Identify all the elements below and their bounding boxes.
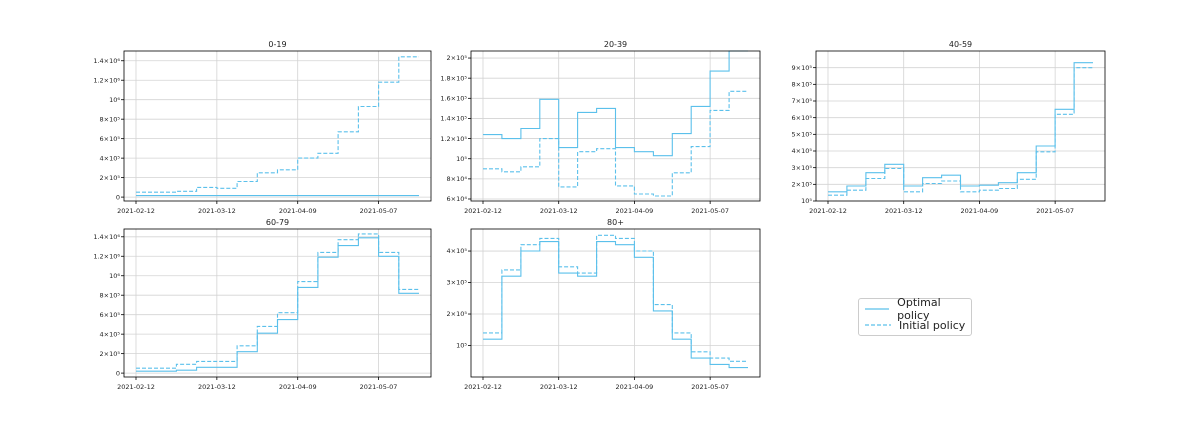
y-tick-label: 8×10⁵	[792, 81, 813, 89]
y-tick-label: 2×10⁵	[447, 54, 468, 62]
plot-frame	[470, 228, 761, 378]
y-tick-label: 10⁵	[456, 342, 467, 350]
y-tick-label: 10⁵	[801, 197, 812, 205]
initial-policy-line	[828, 67, 1093, 196]
y-tick-label: 6×10⁵	[100, 135, 121, 143]
chart-panel-0: 2021-02-12 2021-03-12 2021-04-09 2021-05-07…	[93, 40, 432, 215]
optimal-policy-line	[828, 62, 1093, 193]
optimal-policy-line	[136, 237, 419, 372]
legend-entry-initial: Initial policy	[865, 318, 965, 332]
y-tick-label: 1.2×10⁶	[93, 252, 120, 260]
chart-title: 40-59	[949, 40, 972, 49]
x-tick-label: 2021-03-12	[885, 207, 923, 215]
chart-title: 20-39	[604, 40, 627, 49]
legend-solid-swatch	[865, 308, 890, 310]
y-tick-label: 1.8×10⁵	[440, 74, 467, 82]
x-tick-label: 2021-04-09	[961, 207, 999, 215]
y-tick-label: 4×10⁵	[100, 330, 121, 338]
y-tick-label: 9×10⁵	[792, 64, 813, 72]
chart-title: 60-79	[266, 218, 289, 227]
y-tick-label: 10⁵	[456, 155, 467, 163]
y-tick-label: 1.2×10⁵	[440, 135, 467, 143]
x-tick-label: 2021-03-12	[198, 207, 236, 215]
y-tick-label: 6×10⁵	[792, 114, 813, 122]
optimal-policy-line	[483, 50, 748, 157]
y-tick-label: 1.2×10⁶	[93, 76, 120, 84]
x-tick-label: 2021-04-09	[279, 207, 317, 215]
x-tick-label: 2021-05-07	[360, 207, 398, 215]
y-tick-label: 2×10⁵	[100, 350, 121, 358]
initial-policy-line	[136, 56, 419, 193]
y-tick-label: 3×10⁵	[447, 279, 468, 287]
x-tick-label: 2021-05-07	[691, 383, 729, 391]
x-tick-label: 2021-05-07	[1036, 207, 1074, 215]
y-tick-label: 7×10⁵	[792, 97, 813, 105]
y-tick-label: 8×10⁵	[100, 115, 121, 123]
optimal-policy-line	[483, 241, 748, 369]
y-tick-label: 8×10⁴	[447, 175, 468, 183]
chart-title: 0-19	[268, 40, 286, 49]
y-tick-label: 4×10⁵	[100, 154, 121, 162]
x-tick-label: 2021-02-12	[117, 383, 155, 391]
initial-policy-line	[483, 90, 748, 197]
y-tick-label: 6×10⁴	[447, 195, 468, 203]
y-tick-label: 10⁶	[109, 96, 120, 104]
initial-policy-line	[136, 233, 419, 369]
x-tick-label: 2021-02-12	[464, 207, 502, 215]
y-tick-label: 1.4×10⁶	[93, 57, 120, 65]
legend-dashed-swatch	[865, 324, 891, 326]
y-tick-label: 2×10⁵	[447, 310, 468, 318]
chart-panel-4: 2021-02-12 2021-03-12 2021-04-09 2021-05-07…	[447, 218, 761, 391]
plot-frame	[123, 50, 432, 202]
plot-frame	[470, 50, 761, 202]
y-tick-label: 1.6×10⁵	[440, 95, 467, 103]
legend-label-initial: Initial policy	[899, 318, 966, 332]
x-tick-label: 2021-05-07	[691, 207, 729, 215]
x-tick-label: 2021-02-12	[464, 383, 502, 391]
y-tick-label: 4×10⁵	[447, 247, 468, 255]
plot-frame	[815, 50, 1106, 202]
x-tick-label: 2021-03-12	[198, 383, 236, 391]
y-tick-label: 10⁶	[109, 272, 120, 280]
y-tick-label: 2×10⁵	[100, 174, 121, 182]
y-tick-label: 8×10⁵	[100, 291, 121, 299]
legend-entry-optimal: Optimal policy	[865, 296, 971, 322]
y-tick-label: 3×10⁵	[792, 164, 813, 172]
y-tick-label: 0	[116, 369, 120, 377]
x-tick-label: 2021-04-09	[616, 383, 654, 391]
x-tick-label: 2021-03-12	[540, 207, 578, 215]
x-tick-label: 2021-02-12	[809, 207, 847, 215]
chart-panel-1: 2021-02-12 2021-03-12 2021-04-09 2021-05-07…	[440, 40, 761, 215]
x-tick-label: 2021-04-09	[616, 207, 654, 215]
legend: Optimal policy Initial policy	[858, 296, 972, 336]
legend-label-optimal: Optimal policy	[897, 296, 941, 322]
x-tick-label: 2021-02-12	[117, 207, 155, 215]
y-tick-label: 6×10⁵	[100, 311, 121, 319]
y-tick-label: 0	[116, 193, 120, 201]
y-tick-label: 2×10⁵	[792, 181, 813, 189]
x-tick-label: 2021-03-12	[540, 383, 578, 391]
chart-panel-2: 2021-02-12 2021-03-12 2021-04-09 2021-05-07…	[792, 40, 1106, 215]
initial-policy-line	[483, 234, 748, 362]
plot-frame	[123, 228, 432, 378]
chart-title: 80+	[607, 218, 624, 227]
y-tick-label: 1.4×10⁵	[440, 115, 467, 123]
y-tick-label: 1.4×10⁶	[93, 233, 120, 241]
y-tick-label: 4×10⁵	[792, 147, 813, 155]
chart-panel-3: 2021-02-12 2021-03-12 2021-04-09 2021-05-07…	[93, 218, 432, 391]
x-tick-label: 2021-04-09	[279, 383, 317, 391]
x-tick-label: 2021-05-07	[360, 383, 398, 391]
y-tick-label: 5×10⁵	[792, 131, 813, 139]
